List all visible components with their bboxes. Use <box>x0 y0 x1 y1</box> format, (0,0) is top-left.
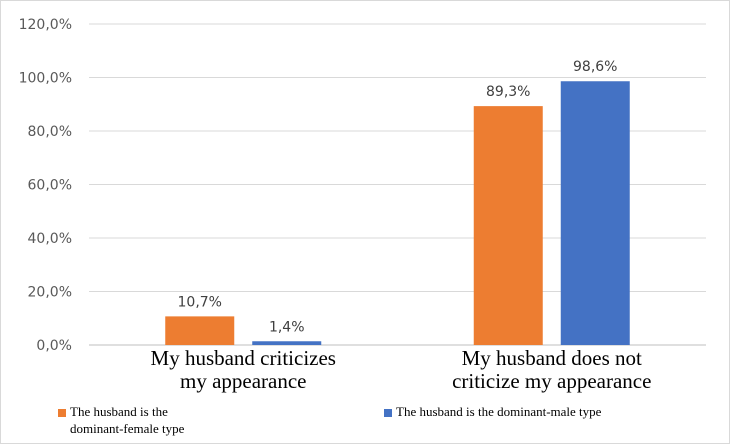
data-label: 10,7% <box>178 294 222 310</box>
y-tick-label: 60,0% <box>28 178 72 194</box>
data-label: 1,4% <box>269 319 305 335</box>
bar <box>473 106 543 345</box>
data-label: 89,3% <box>486 84 530 100</box>
bar <box>165 316 235 345</box>
legend-item-male: The husband is the dominant-male type <box>396 403 601 420</box>
y-tick-label: 0,0% <box>36 338 72 354</box>
legend-swatch-female <box>58 409 66 417</box>
legend-item-female: The husband is the dominant-female type <box>70 403 184 437</box>
x-category-label: My husband does not <box>462 346 642 370</box>
legend-label-female-line2: dominant-female type <box>70 421 185 436</box>
y-tick-label: 20,0% <box>28 285 72 301</box>
legend-label-female-line1: The husband is the <box>70 404 168 419</box>
x-category-label: my appearance <box>180 369 307 393</box>
bar <box>252 341 322 345</box>
data-label: 98,6% <box>573 59 617 75</box>
bar-chart: 0,0% 20,0% 40,0% 60,0% 80,0% 100,0% 120,0% 10,7… <box>19 17 706 393</box>
legend-swatch-male <box>384 409 392 417</box>
y-tick-label: 40,0% <box>28 231 72 247</box>
legend-label-male: The husband is the dominant-male type <box>396 404 602 419</box>
y-tick-label: 100,0% <box>19 71 72 87</box>
y-tick-label: 80,0% <box>28 124 72 140</box>
x-category-label: My husband criticizes <box>151 346 336 370</box>
bar <box>560 81 630 346</box>
x-category-label: criticize my appearance <box>452 369 651 393</box>
y-tick-label: 120,0% <box>19 17 72 33</box>
